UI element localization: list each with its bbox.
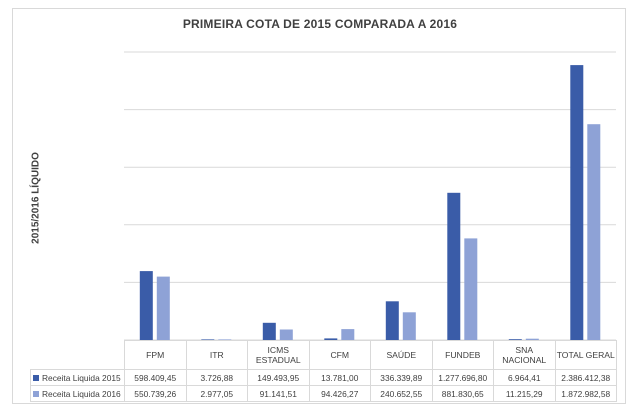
chart-frame — [12, 8, 626, 404]
bar-2015-0 — [139, 271, 153, 340]
data-label: 149.493,95 — [247, 369, 310, 386]
data-label: 598.409,45 — [124, 369, 187, 386]
chart-title: PRIMEIRA COTA DE 2015 COMPARADA A 2016 — [182, 17, 458, 31]
data-label: 91.141,51 — [247, 385, 310, 402]
data-label: 6.964,41 — [493, 369, 556, 386]
legend-entry: Receita Liquida 2016 — [30, 385, 125, 402]
legend-label: Receita Liquida 2015 — [42, 372, 121, 383]
data-label: 240.652,55 — [370, 385, 433, 402]
data-table-row-2016: Receita Liquida 2016 550.739,26 2.977,05 91… — [30, 385, 617, 402]
bar-2015-6 — [508, 339, 522, 340]
data-label: 11.215,29 — [493, 385, 556, 402]
data-label: 881.830,65 — [431, 385, 494, 402]
category-label: SNA NACIONAL — [493, 340, 556, 370]
data-table-row-2015: Receita Liquida 2015 598.409,45 3.726,88 14… — [30, 369, 617, 386]
data-label: 2.977,05 — [185, 385, 248, 402]
data-table-corner — [30, 340, 125, 370]
bar-2016-7 — [587, 124, 601, 340]
data-label: 3.726,88 — [185, 369, 248, 386]
data-label: 550.739,26 — [124, 385, 187, 402]
category-label: FPM — [124, 340, 187, 370]
data-label: 336.339,89 — [370, 369, 433, 386]
bar-2016-2 — [279, 329, 293, 340]
bar-2015-2 — [262, 322, 276, 340]
legend-label: Receita Liquida 2016 — [42, 388, 121, 399]
bar-2016-6 — [525, 338, 539, 340]
bar-2016-1 — [218, 339, 232, 340]
data-label: 13.781,00 — [308, 369, 371, 386]
category-label: FUNDEB — [431, 340, 494, 370]
bar-2015-7 — [570, 65, 584, 340]
data-label: 94.426,27 — [308, 385, 371, 402]
data-table-header-row: FPM ITR ICMS ESTADUAL CFM SAÚDE FUNDEB SNA NACIO… — [30, 340, 617, 370]
bar-2016-0 — [156, 276, 170, 340]
legend-entry: Receita Liquida 2015 — [30, 369, 125, 386]
bar-2015-3 — [324, 338, 338, 340]
legend-swatch — [33, 374, 39, 381]
bar-2016-5 — [464, 238, 478, 340]
category-label: ICMS ESTADUAL — [247, 340, 310, 370]
legend-swatch — [33, 390, 39, 397]
data-label: 1.277.696,80 — [431, 369, 494, 386]
bar-2016-4 — [402, 312, 416, 340]
bar-2016-3 — [341, 329, 355, 340]
category-label: ITR — [185, 340, 248, 370]
data-label: 1.872.982,58 — [554, 385, 617, 402]
data-table: FPM ITR ICMS ESTADUAL CFM SAÚDE FUNDEB SNA NACIO… — [30, 340, 617, 402]
bar-2015-4 — [385, 301, 399, 340]
category-label: CFM — [308, 340, 371, 370]
bar-2015-1 — [201, 339, 215, 340]
category-label: TOTAL GERAL — [554, 340, 617, 370]
category-label: SAÚDE — [370, 340, 433, 370]
bar-2015-5 — [447, 192, 461, 340]
data-label: 2.386.412,38 — [554, 369, 617, 386]
